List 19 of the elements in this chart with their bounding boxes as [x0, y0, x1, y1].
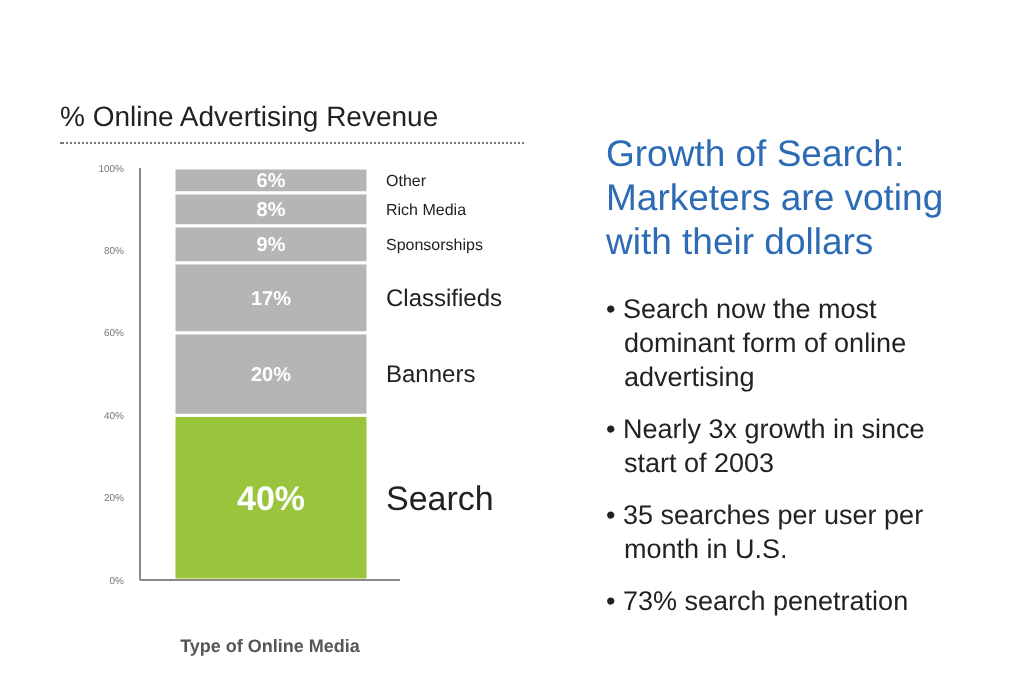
text: Growth of Search: Marketers are voting with their dollars: [606, 132, 946, 264]
data-label: 20%: [250, 365, 292, 387]
data-label: 8%: [256, 200, 286, 223]
data-label: 9%: [256, 235, 286, 258]
chart-title: % Online Advertising Revenue: [60, 100, 524, 144]
series-label: Sponsorships: [386, 235, 483, 254]
series-label: Banners: [386, 360, 476, 389]
series-label: Other: [386, 171, 427, 190]
data-label: 6%: [256, 171, 286, 194]
series-label: Rich Media: [386, 200, 468, 219]
text: • 35 searches per user per month in U.S.: [606, 498, 926, 566]
x-axis-title: Type of Online Media: [180, 636, 362, 656]
text: • Nearly 3x growth in since start of 2003: [606, 412, 927, 480]
series-label: Classifieds: [386, 284, 503, 313]
series-label: Search: [386, 479, 494, 518]
text: • 73% search penetration: [606, 584, 911, 618]
text: • Search now the most dominant form of online advertising: [606, 292, 909, 394]
data-label: 40%: [236, 479, 306, 518]
data-label: 17%: [250, 288, 292, 311]
